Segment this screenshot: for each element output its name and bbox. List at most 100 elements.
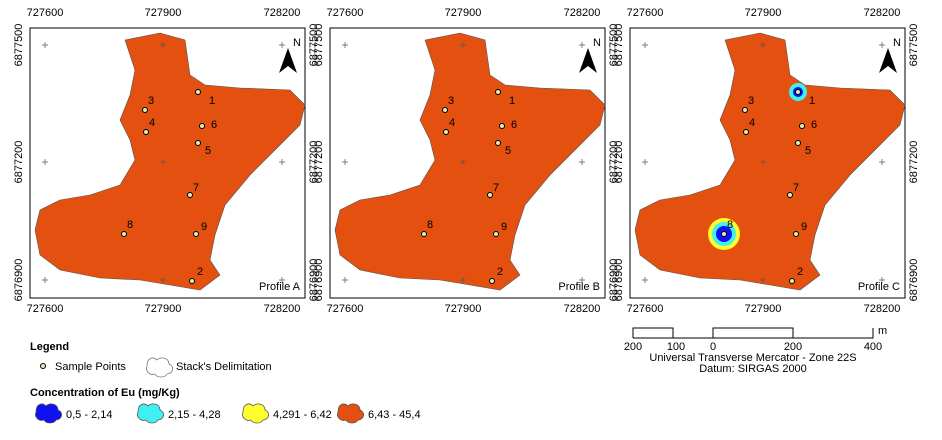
- legend-title: Concentration of Eu (mg/Kg): [30, 387, 180, 399]
- datum-note: Datum: SIRGAS 2000: [699, 363, 807, 375]
- x-coord-label: 727600: [627, 303, 664, 315]
- sample-point-label: 2: [497, 266, 503, 278]
- grid-cross: [579, 42, 585, 48]
- x-coord-label: 727900: [445, 303, 482, 315]
- sample-point: [199, 123, 205, 129]
- north-arrow: [879, 48, 897, 73]
- scale-label: 100: [667, 341, 685, 353]
- legend-class-label: 2,15 - 4,28: [168, 409, 221, 421]
- profile-label: Profile B: [558, 281, 600, 293]
- sample-point-label: 7: [493, 182, 499, 194]
- grid-cross: [42, 42, 48, 48]
- sample-point-label: 9: [801, 221, 807, 233]
- y-coord-label: 6877200: [613, 141, 625, 184]
- profile-label: Profile C: [858, 281, 900, 293]
- sample-point: [443, 129, 449, 135]
- sample-point: [495, 89, 501, 95]
- grid-cross: [642, 42, 648, 48]
- sample-point-label: 5: [205, 145, 211, 157]
- legend-class-label: 0,5 - 2,14: [66, 409, 112, 421]
- sample-point: [795, 140, 801, 146]
- x-coord-label: 727900: [745, 7, 782, 19]
- grid-cross: [460, 159, 466, 165]
- x-coord-label: 727900: [445, 7, 482, 19]
- north-label: N: [293, 37, 301, 49]
- sample-point-label: 4: [749, 117, 755, 129]
- grid-cross: [879, 277, 885, 283]
- sample-point-label: 8: [427, 219, 433, 231]
- y-coord-label: 6877200: [908, 141, 920, 184]
- grid-cross: [760, 42, 766, 48]
- sample-point: [195, 140, 201, 146]
- grid-cross: [42, 277, 48, 283]
- y-coord-label: 6877200: [313, 141, 325, 184]
- x-coord-label: 728200: [864, 303, 901, 315]
- grid-cross: [579, 159, 585, 165]
- sample-point: [195, 89, 201, 95]
- sample-point: [789, 278, 795, 284]
- y-coord-label: 6877200: [13, 141, 25, 184]
- sample-point-label: 3: [148, 95, 154, 107]
- y-coord-label: 6876900: [13, 259, 25, 302]
- grid-cross: [579, 277, 585, 283]
- grid-cross: [760, 159, 766, 165]
- legend-swatch: [35, 403, 62, 424]
- grid-cross: [160, 42, 166, 48]
- sample-point: [795, 89, 801, 95]
- scale-label: 0: [710, 341, 716, 353]
- stack-delimitation: [634, 32, 906, 291]
- sample-point-label: 8: [727, 219, 733, 231]
- scale-unit: m: [878, 325, 887, 337]
- sample-point: [495, 140, 501, 146]
- grid-cross: [342, 42, 348, 48]
- sample-point: [793, 231, 799, 237]
- sample-point: [189, 278, 195, 284]
- sample-point-label: 4: [149, 117, 155, 129]
- y-coord-label: 6876900: [608, 259, 620, 302]
- sample-point-label: 3: [748, 95, 754, 107]
- sample-point: [193, 231, 199, 237]
- sample-point-label: 5: [505, 145, 511, 157]
- y-coord-label: 6877500: [608, 24, 620, 67]
- sample-point-label: 7: [793, 182, 799, 194]
- grid-cross: [160, 159, 166, 165]
- x-coord-label: 727600: [327, 303, 364, 315]
- sample-point-label: 6: [211, 119, 217, 131]
- sample-point: [799, 123, 805, 129]
- grid-cross: [879, 42, 885, 48]
- y-coord-label: 6876900: [613, 259, 625, 302]
- x-coord-label: 727600: [27, 7, 64, 19]
- sample-point: [487, 192, 493, 198]
- legend-class-label: 6,43 - 45,4: [368, 409, 421, 421]
- x-coord-label: 727600: [27, 303, 64, 315]
- legend-title: Legend: [30, 341, 69, 353]
- north-label: N: [893, 37, 901, 49]
- sample-point-label: 6: [511, 119, 517, 131]
- x-coord-label: 727600: [627, 7, 664, 19]
- x-coord-label: 727900: [745, 303, 782, 315]
- grid-cross: [642, 159, 648, 165]
- legend-swatch: [137, 403, 164, 424]
- sample-point-label: 3: [448, 95, 454, 107]
- y-coord-label: 6877500: [613, 24, 625, 67]
- map-panel: N 1 2 3 4 5 6 7 8 9 Profile B: [329, 27, 606, 299]
- x-coord-label: 727600: [327, 7, 364, 19]
- stack-delimitation: [334, 32, 606, 291]
- north-arrow: [279, 48, 297, 73]
- sample-point: [121, 231, 127, 237]
- grid-cross: [342, 277, 348, 283]
- x-coord-label: 728200: [564, 7, 601, 19]
- sample-point-label: 1: [509, 95, 515, 107]
- y-coord-label: 6877500: [313, 24, 325, 67]
- x-coord-label: 727900: [145, 7, 182, 19]
- y-coord-label: 6877500: [908, 24, 920, 67]
- sample-point: [493, 231, 499, 237]
- y-coord-label: 6876900: [313, 259, 325, 302]
- legend-class-label: 4,291 - 6,42: [273, 409, 332, 421]
- x-coord-label: 727900: [145, 303, 182, 315]
- sample-point: [143, 129, 149, 135]
- sample-point-label: 4: [449, 117, 455, 129]
- stack-delimitation: [34, 32, 306, 291]
- sample-point-label: 6: [811, 119, 817, 131]
- legend-swatch: [242, 403, 269, 424]
